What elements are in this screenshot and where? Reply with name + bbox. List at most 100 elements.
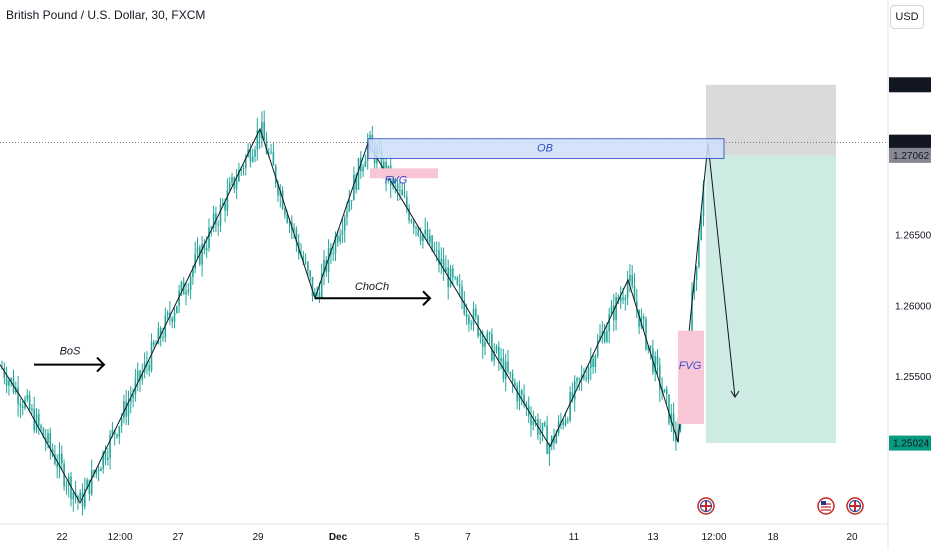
candle-body: [408, 208, 410, 221]
candle-body: [320, 273, 323, 298]
candle-body: [272, 151, 275, 166]
candle-body: [429, 235, 431, 243]
candle-body: [61, 453, 63, 464]
candle-body: [396, 183, 399, 191]
candle-body: [205, 248, 208, 251]
candle-body: [95, 469, 98, 474]
candle-body: [111, 430, 114, 435]
candle-body: [40, 425, 42, 429]
candle-body: [70, 476, 72, 500]
candle-body: [456, 277, 459, 285]
candle-body: [238, 169, 240, 182]
candle-body: [327, 248, 330, 273]
candle-body: [633, 285, 636, 301]
candle-body: [534, 419, 537, 422]
candle-body: [698, 240, 700, 267]
candle-body: [295, 229, 298, 242]
candle-body: [670, 413, 673, 424]
candle-body: [210, 227, 213, 229]
candle-body: [107, 457, 109, 460]
y-tick-label-0: 1.26500: [895, 231, 932, 242]
candle-body: [100, 468, 102, 472]
candle-body: [104, 451, 107, 460]
x-tick-label-4: Dec: [329, 532, 348, 543]
bos-label: BoS: [60, 346, 81, 358]
choch-label: ChoCh: [355, 281, 389, 293]
currency-button[interactable]: USD: [890, 5, 924, 29]
candle-body: [217, 224, 219, 226]
candle-body: [622, 297, 624, 300]
bos-arrowhead: [96, 356, 106, 373]
candle-body: [629, 274, 631, 282]
candle-body: [222, 203, 224, 205]
candle-body: [178, 290, 180, 307]
candle-body: [277, 183, 279, 196]
candle-body: [79, 492, 81, 500]
candle-body: [424, 229, 426, 235]
candle-body: [120, 418, 123, 427]
y-tick-label-2: 1.25500: [895, 372, 932, 383]
x-tick-label-11: 20: [846, 532, 858, 543]
candle-body: [341, 230, 344, 236]
candle-body: [610, 305, 613, 315]
x-tick-label-10: 18: [767, 532, 779, 543]
candle-body: [208, 227, 210, 249]
gb-flag-icon: [697, 497, 715, 515]
candle-body: [475, 308, 477, 317]
candle-body: [608, 314, 610, 332]
candle-body: [442, 258, 445, 272]
candle-body: [548, 446, 551, 454]
candle-body: [613, 305, 615, 321]
chart-title: British Pound / U.S. Dollar, 30, FXCM: [6, 8, 206, 22]
candle-body: [84, 488, 86, 507]
candle-body: [592, 358, 594, 367]
candle-body: [19, 404, 22, 407]
candle-body: [353, 174, 355, 201]
candle-body: [521, 390, 523, 395]
x-tick-label-7: 11: [569, 532, 580, 543]
candle-body: [245, 156, 247, 168]
candle-body: [26, 394, 29, 400]
candle-body: [199, 247, 201, 265]
candle-body: [546, 425, 548, 454]
candle-body: [17, 387, 19, 405]
candle-body: [539, 430, 541, 435]
candle-body: [422, 234, 424, 241]
candle-body: [493, 351, 495, 361]
candle-body: [504, 361, 507, 379]
candle-body: [433, 250, 436, 252]
candle-body: [555, 433, 558, 444]
candle-body: [113, 430, 116, 435]
candle-body: [72, 492, 75, 500]
fvg-label-1: FVG: [385, 174, 408, 186]
candle-body: [302, 256, 305, 263]
annotations-layer: OB FVG FVG BoS ChoCh: [34, 138, 725, 424]
candle-body: [148, 365, 150, 371]
candle-body: [440, 258, 443, 266]
candle-body: [665, 389, 668, 395]
candle-body: [394, 178, 397, 184]
candle-body: [507, 361, 509, 372]
candle-body: [47, 433, 49, 443]
candle-body: [127, 402, 130, 417]
candle-body: [109, 434, 111, 458]
candle-body: [240, 168, 242, 170]
candle-body: [445, 267, 447, 272]
candle-body: [470, 323, 472, 325]
candle-body: [695, 266, 698, 281]
candle-body: [65, 485, 68, 487]
candle-body: [516, 386, 518, 401]
candle-body: [81, 492, 84, 507]
projection-arrow-line: [707, 142, 736, 398]
price-tag-3: [889, 435, 931, 451]
candle-body: [215, 213, 217, 225]
candle-body: [615, 297, 617, 321]
x-tick-label-3: 29: [252, 532, 264, 543]
candle-body: [171, 318, 173, 322]
candle-body: [435, 250, 438, 252]
candle-body: [498, 346, 500, 361]
candle-body: [348, 200, 351, 212]
candle-body: [573, 381, 576, 400]
